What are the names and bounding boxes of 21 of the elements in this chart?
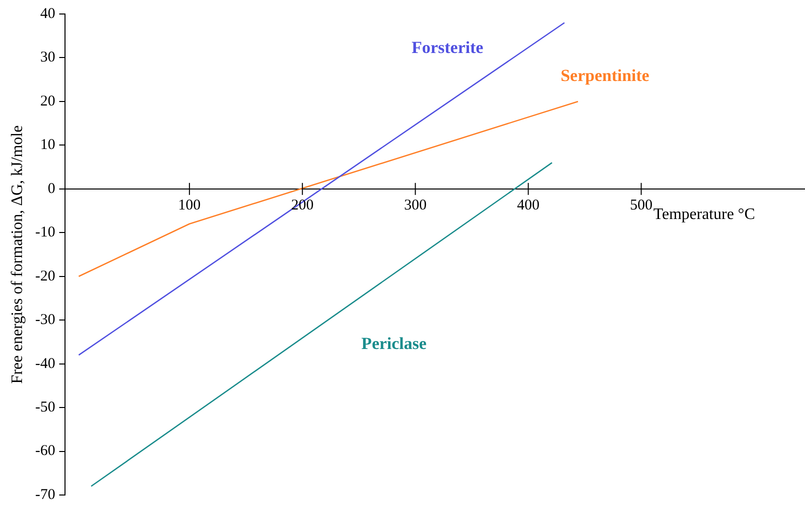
x-tick-label: 100	[178, 197, 201, 214]
y-tick-label: -50	[35, 399, 56, 416]
y-axis-title: Free energies of formation, ΔG, kJ/mole	[8, 125, 26, 384]
y-tick-label: -60	[35, 443, 56, 460]
y-tick-label: 0	[48, 180, 56, 197]
y-tick-label: 10	[40, 137, 56, 154]
y-tick-label: -10	[35, 224, 56, 241]
series-label: Forsterite	[412, 38, 484, 58]
y-tick-label: -30	[35, 312, 56, 328]
y-tick-label: -20	[35, 268, 56, 284]
x-tick-label: 500	[630, 197, 652, 214]
y-tick-label: 30	[40, 50, 56, 66]
y-tick-label: 20	[40, 93, 56, 110]
x-tick-label: 300	[404, 197, 427, 214]
x-axis-title: Temperature °C	[653, 206, 755, 224]
y-tick-label: -70	[35, 486, 56, 503]
series-label: Serpentinite	[560, 66, 650, 85]
y-tick-label: 40	[40, 6, 56, 22]
y-tick-label: -40	[35, 356, 56, 372]
x-tick-label: 400	[517, 197, 540, 214]
series-label: Periclase	[361, 334, 428, 354]
